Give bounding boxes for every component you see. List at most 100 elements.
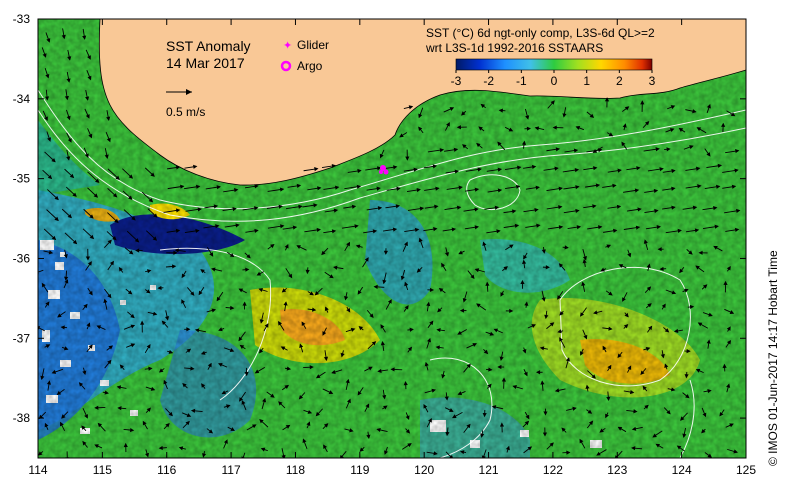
current-vector-head [654, 208, 659, 214]
current-vector-head [107, 293, 112, 299]
current-vector-head [103, 298, 108, 304]
current-vector-head [508, 127, 514, 132]
current-vector-head [85, 96, 90, 101]
current-vector-head [476, 142, 481, 148]
current-vector-head [259, 418, 264, 424]
current-vector-head [474, 225, 480, 230]
current-vector-head [146, 344, 151, 349]
current-vector-head [67, 138, 72, 143]
current-vector-head [494, 205, 500, 210]
current-vector-head [418, 237, 423, 243]
current-vector-head [116, 385, 122, 390]
current-vector-head [646, 263, 651, 269]
current-vector-head [67, 56, 72, 61]
current-vector-head [522, 259, 527, 265]
y-tick-label: -36 [13, 251, 31, 265]
current-vector-head [258, 348, 264, 354]
current-vector-head [45, 73, 50, 79]
current-vector-head [64, 276, 69, 281]
current-vector-head [523, 371, 528, 377]
current-vector-head [270, 243, 275, 249]
current-vector-head [84, 153, 89, 159]
current-vector-head [435, 345, 440, 350]
current-vector-head [643, 239, 648, 244]
current-vector-head [592, 204, 597, 209]
current-vector-head [201, 383, 206, 388]
current-vector-head [175, 165, 181, 170]
current-vector-head [69, 173, 75, 179]
current-vector-head [488, 367, 493, 372]
current-vector-head [238, 288, 244, 293]
current-vector-head [107, 359, 112, 365]
current-vector-head [57, 313, 62, 318]
current-vector-head [321, 250, 326, 256]
x-tick-label: 123 [607, 463, 627, 477]
current-vector-head [617, 426, 623, 431]
current-vector-head [82, 440, 87, 446]
current-vector-head [449, 107, 455, 112]
current-vector-head [436, 328, 441, 333]
current-vector-head [88, 133, 93, 139]
current-vector-head [730, 112, 736, 117]
current-vector-head [581, 281, 586, 286]
current-vector-head [541, 297, 546, 302]
current-vector-head [142, 420, 147, 426]
current-vector-head [575, 208, 580, 214]
current-vector-head [313, 203, 318, 208]
current-vector-head [734, 227, 740, 232]
current-vector-head [152, 311, 158, 316]
current-vector-head [246, 254, 251, 259]
current-vector-head [395, 204, 401, 209]
current-vector-head [726, 339, 732, 345]
credit-text: © IMOS 01-Jun-2017 14:17 Hobart Time [766, 250, 780, 466]
current-vector-head [198, 290, 203, 296]
current-vector-head [200, 350, 206, 355]
current-vector-head [387, 299, 392, 304]
current-vector-head [470, 274, 475, 279]
current-vector-head [489, 331, 495, 336]
current-vector-head [459, 450, 465, 455]
current-vector-head [701, 429, 706, 434]
current-vector-head [127, 290, 133, 295]
current-vector-head [379, 153, 384, 159]
x-tick-label: 116 [157, 463, 176, 477]
current-vector-head [339, 454, 344, 458]
current-vector-head [278, 204, 283, 209]
current-vector-head [501, 377, 507, 382]
current-vector-head [531, 164, 537, 170]
current-vector-head [558, 225, 564, 230]
current-vector-head [566, 450, 571, 455]
current-vector-head [302, 438, 307, 444]
current-vector-head [480, 103, 486, 109]
current-vector-head [557, 329, 562, 334]
current-vector-head [558, 263, 564, 268]
current-vector-head [503, 266, 508, 271]
current-vector-head [671, 205, 676, 210]
current-vector-head [376, 186, 381, 191]
current-vector-head [97, 422, 103, 428]
current-vector-head [622, 123, 627, 128]
current-vector-head [47, 174, 53, 180]
current-vector-head [485, 281, 490, 286]
current-vector-head [296, 183, 302, 188]
current-vector-head [600, 267, 605, 272]
current-vector-head [83, 303, 88, 309]
current-vector-head [359, 447, 364, 452]
current-vector-head [211, 308, 217, 313]
current-vector-head [346, 307, 351, 313]
current-vector-head [466, 363, 471, 369]
current-vector-head [54, 195, 59, 201]
current-vector-head [281, 288, 287, 293]
current-vector-head [454, 169, 460, 174]
current-vector-head [328, 390, 334, 395]
current-vector-head [284, 243, 289, 249]
current-vector-head [549, 442, 554, 447]
current-vector-head [174, 248, 179, 253]
current-vector-head [218, 327, 223, 332]
current-vector-head [51, 158, 56, 163]
current-vector-head [449, 408, 454, 412]
current-vector-head [314, 291, 320, 296]
current-vector-head [733, 449, 738, 454]
current-vector-head [457, 391, 463, 396]
current-vector-head [405, 429, 411, 434]
